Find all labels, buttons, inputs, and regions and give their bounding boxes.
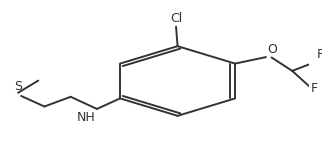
Text: F: F [311,82,318,95]
Text: O: O [267,43,277,56]
Text: Cl: Cl [170,12,182,25]
Text: F: F [316,48,322,61]
Text: S: S [14,80,22,93]
Text: NH: NH [77,110,95,124]
